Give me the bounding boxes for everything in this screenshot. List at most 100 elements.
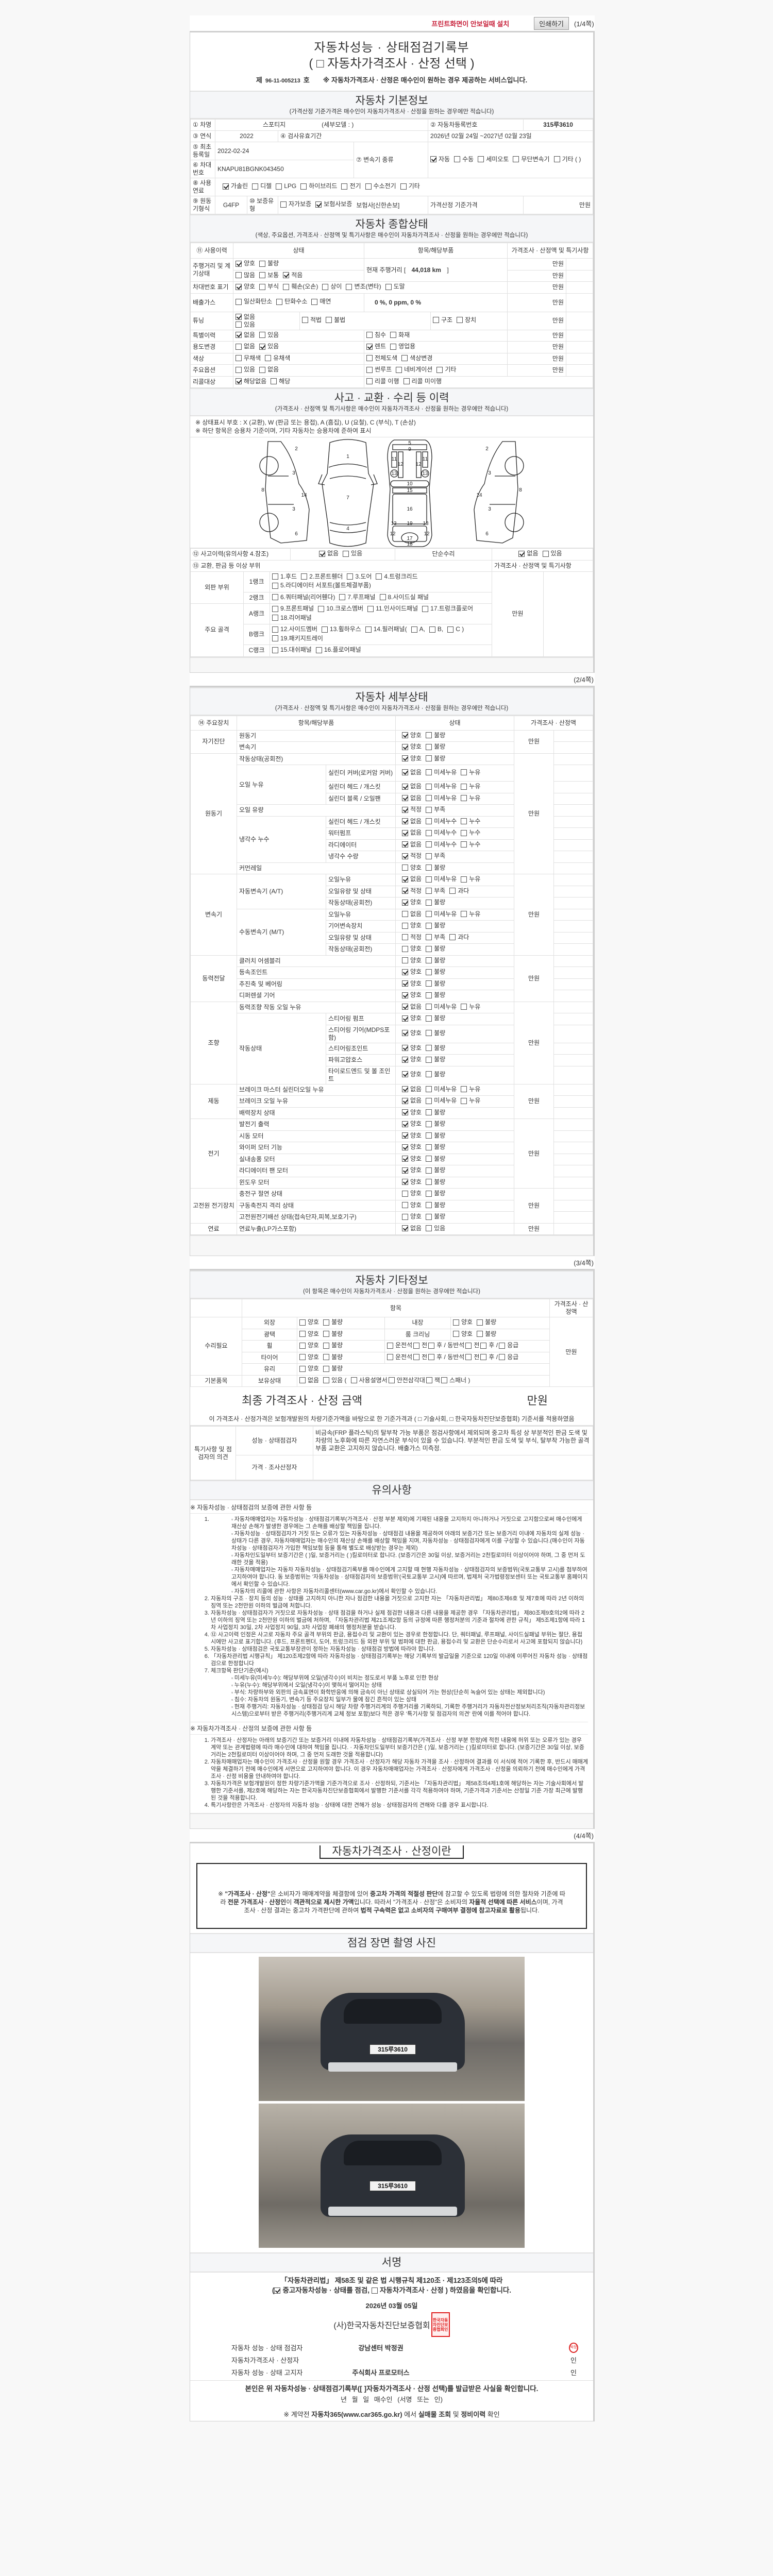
checkbox-option[interactable]: 전 (465, 1353, 479, 1361)
checkbox-option[interactable]: 양호 (299, 1318, 319, 1326)
checkbox-option[interactable]: 15.대쉬패널 (272, 646, 312, 654)
checkbox-option[interactable]: 불량 (426, 1109, 445, 1116)
checkbox-option[interactable]: 없음 (402, 1097, 422, 1105)
checkbox-option[interactable]: 양호 (299, 1353, 319, 1361)
checkbox-option[interactable]: 누수 (461, 829, 480, 837)
checkbox-option[interactable]: B, (429, 625, 443, 633)
checkbox-option[interactable]: 불량 (426, 1120, 445, 1128)
checkbox-option[interactable]: 스패너 ) (441, 1377, 470, 1384)
checkbox-option[interactable]: 14.필러패널( (365, 625, 407, 633)
checkbox-option[interactable]: 불량 (426, 922, 445, 929)
checkbox-option[interactable]: 렌트 (366, 343, 386, 350)
checkbox-option[interactable]: 1.후드 (272, 573, 297, 581)
checkbox-option[interactable]: 도말 (385, 283, 405, 291)
checkbox-option[interactable]: 세미오토 (478, 156, 509, 163)
checkbox-option[interactable]: 유채색 (265, 354, 290, 362)
checkbox-option[interactable]: 11.인사이드패널 (367, 605, 418, 613)
checkbox-option[interactable]: 미세누수 (426, 829, 457, 837)
checkbox-option[interactable]: 4.트렁크리드 (376, 573, 418, 581)
checkbox-option[interactable]: 불량 (426, 1213, 445, 1221)
checkbox-option[interactable]: 있음 (259, 343, 279, 350)
checkbox-option[interactable]: 불량 (426, 1166, 445, 1174)
checkbox-option[interactable]: 미세누유 (426, 783, 457, 790)
checkbox-option[interactable]: 양호 (402, 1029, 422, 1037)
checkbox-option[interactable]: 없음 (402, 794, 422, 802)
checkbox-option[interactable]: 양호 (402, 1213, 422, 1221)
checkbox-option[interactable]: 많음 (236, 272, 255, 279)
checkbox-option[interactable]: 없음 (259, 366, 279, 374)
checkbox-option[interactable]: 전체도색 (366, 354, 397, 362)
checkbox-option[interactable]: 불량 (323, 1353, 343, 1361)
checkbox-option[interactable]: 구조 (433, 316, 452, 324)
checkbox-option[interactable]: 해당없음 (236, 378, 266, 385)
checkbox-option[interactable]: 불량 (323, 1365, 343, 1372)
checkbox-option[interactable]: 양호 (402, 864, 422, 872)
checkbox-option[interactable]: 불량 (426, 1201, 445, 1209)
checkbox-option[interactable]: 불량 (426, 1029, 445, 1037)
checkbox-option[interactable]: 부족 (426, 806, 445, 814)
checkbox-option[interactable]: 없음 (299, 1377, 319, 1384)
checkbox-option[interactable]: 있음 (542, 550, 562, 557)
checkbox-option[interactable]: 양호 (402, 1201, 422, 1209)
checkbox-option[interactable]: 없음 (402, 783, 422, 790)
checkbox-option[interactable]: LPG (276, 182, 296, 190)
checkbox-option[interactable]: 미세누유 (426, 794, 457, 802)
checkbox-option[interactable]: 적정 (402, 934, 422, 941)
checkbox-option[interactable]: 19.패키지트레이 (272, 635, 323, 642)
checkbox-option[interactable]: 누유 (461, 769, 480, 776)
checkbox-option[interactable]: 불량 (323, 1330, 343, 1338)
checkbox-option[interactable]: 3.도어 (347, 573, 372, 581)
checkbox-option[interactable]: 미세누유 (426, 1097, 457, 1105)
checkbox-option[interactable]: 없음 (402, 769, 422, 776)
print-button[interactable]: 인쇄하기 (534, 16, 569, 30)
checkbox-option[interactable]: 불량 (426, 1178, 445, 1186)
checkbox-option[interactable]: 변조(변타) (346, 283, 381, 291)
checkbox-option[interactable]: 적정 (402, 806, 422, 814)
checkbox-option[interactable]: 불량 (426, 957, 445, 964)
checkbox-option[interactable]: 양호 (402, 1143, 422, 1151)
checkbox-option[interactable]: 가솔린 (223, 182, 248, 190)
checkbox-option[interactable]: 16.플로어패널 (315, 646, 361, 654)
checkbox-option[interactable]: 불량 (323, 1342, 343, 1349)
checkbox-option[interactable]: 2.프론트휀더 (301, 573, 343, 581)
checkbox-option[interactable]: 양호 (402, 1109, 422, 1116)
checkbox-option[interactable]: 없음 (402, 818, 422, 825)
checkbox-option[interactable]: 양호 (236, 283, 255, 291)
checkbox-option[interactable]: 잭 (426, 1377, 440, 1384)
checkbox-option[interactable]: 누유 (461, 794, 480, 802)
checkbox-option[interactable]: 누유 (461, 783, 480, 790)
checkbox-option[interactable]: 보험사보증 (315, 200, 352, 208)
checkbox-option[interactable]: 기타 (400, 182, 420, 190)
checkbox-option[interactable]: 있음 (259, 331, 279, 339)
checkbox-option[interactable]: 누유 (461, 1086, 480, 1093)
checkbox-option[interactable]: 운전석 (387, 1342, 412, 1349)
checkbox-option[interactable]: 없음 (402, 829, 422, 837)
checkbox-option[interactable]: 있음 (236, 366, 255, 374)
checkbox-option[interactable]: 없음 (236, 313, 293, 321)
checkbox-option[interactable]: 매연 (311, 298, 331, 306)
checkbox-option[interactable]: 무채색 (236, 354, 261, 362)
checkbox-option[interactable]: 있음 ( (323, 1377, 347, 1384)
checkbox-option[interactable]: C ) (447, 625, 464, 633)
install-link[interactable]: 프린트화면이 안보일때 설치 (431, 20, 510, 28)
checkbox-option[interactable]: 적정 (402, 887, 422, 895)
checkbox-option[interactable]: 리콜 미이행 (403, 378, 442, 385)
checkbox-option[interactable]: 불량 (426, 991, 445, 999)
checkbox-option[interactable]: 누수 (461, 841, 480, 849)
checkbox-option[interactable]: 8.사이드실 패널 (379, 594, 429, 601)
checkbox-option[interactable]: 불량 (426, 899, 445, 906)
checkbox-option[interactable]: 없음 (402, 1225, 422, 1232)
checkbox-option[interactable]: 하이브리드 (300, 182, 337, 190)
checkbox-option[interactable]: 불량 (426, 1071, 445, 1078)
checkbox-option[interactable]: 리콜 이행 (366, 378, 399, 385)
checkbox-option[interactable]: 양호 (402, 945, 422, 953)
checkbox-option[interactable]: 후 / (480, 1342, 498, 1349)
checkbox-option[interactable]: 전 (413, 1342, 427, 1349)
checkbox-option[interactable]: 불량 (426, 1143, 445, 1151)
checkbox-option[interactable]: 미세누유 (426, 875, 457, 883)
checkbox-option[interactable]: 장치 (457, 316, 476, 324)
checkbox-option[interactable]: 전기 (341, 182, 361, 190)
checkbox-option[interactable]: 후 / 동반석 (428, 1342, 464, 1349)
checkbox-option[interactable]: 양호 (402, 1056, 422, 1063)
checkbox-option[interactable]: 후 / 동반석 (428, 1353, 464, 1361)
